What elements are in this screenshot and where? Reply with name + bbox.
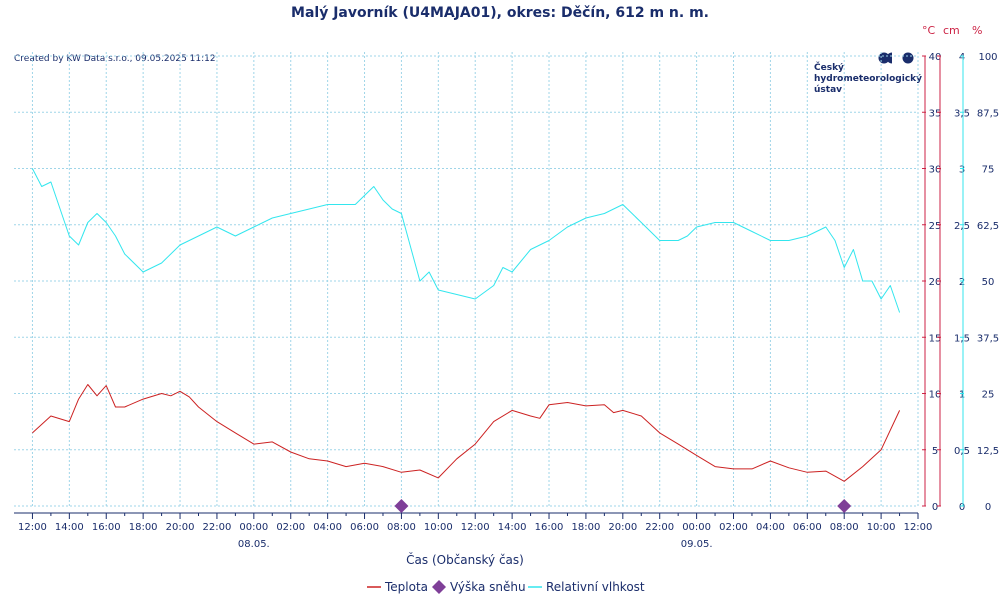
- temp-tick-label: 40: [929, 52, 942, 63]
- snow-tick-label: 0,5: [954, 446, 970, 457]
- x-tick-label: 10:00: [424, 522, 453, 533]
- x-tick-label: 22:00: [203, 522, 232, 533]
- x-tick-label: 04:00: [756, 522, 785, 533]
- x-tick-label: 20:00: [608, 522, 637, 533]
- x-tick-label: 12:00: [904, 522, 933, 533]
- temp-tick-label: 10: [929, 390, 942, 401]
- humidity-tick-label: 0: [985, 502, 991, 513]
- temp-tick-label: 30: [929, 165, 942, 176]
- x-tick-label: 08:00: [830, 522, 859, 533]
- x-tick-label: 02:00: [276, 522, 305, 533]
- temp-tick-label: 15: [929, 333, 942, 344]
- legend-label: Relativní vlhkost: [546, 580, 645, 594]
- x-date-label: 09.05.: [681, 539, 713, 550]
- x-tick-label: 06:00: [350, 522, 379, 533]
- x-tick-label: 08:00: [387, 522, 416, 533]
- logo-text-line-2: hydrometeorologický: [814, 74, 922, 84]
- x-tick-label: 12:00: [18, 522, 47, 533]
- humidity-tick-label: 12,5: [977, 446, 999, 457]
- unit-snow-label: cm: [943, 24, 960, 37]
- x-tick-label: 16:00: [535, 522, 564, 533]
- x-tick-label: 04:00: [313, 522, 342, 533]
- chart-title: Malý Javorník (U4MAJA01), okres: Děčín, …: [291, 5, 709, 21]
- snow-tick-label: 2: [959, 277, 965, 288]
- temp-tick-label: 5: [932, 446, 938, 457]
- x-tick-label: 00:00: [682, 522, 711, 533]
- x-tick-label: 16:00: [92, 522, 121, 533]
- temp-tick-label: 20: [929, 277, 942, 288]
- legend-swatch: [432, 580, 446, 594]
- humidity-tick-label: 37,5: [977, 333, 999, 344]
- x-tick-label: 18:00: [129, 522, 158, 533]
- series-layer: [31, 168, 901, 513]
- humidity-tick-label: 25: [982, 390, 995, 401]
- logo-text-line-3: ústav: [814, 85, 842, 95]
- humidity-tick-label: 62,5: [977, 221, 999, 232]
- snow-tick-label: 2,5: [954, 221, 970, 232]
- humidity-tick-label: 50: [982, 277, 995, 288]
- snow-marker: [837, 499, 852, 513]
- unit-temp-label: °C: [922, 24, 936, 37]
- x-tick-label: 12:00: [461, 522, 490, 533]
- legend: Teplota Výška sněhu Relativní vlhkost: [367, 580, 645, 594]
- x-date-label: 08.05.: [238, 539, 270, 550]
- logo-half-dot: [886, 52, 892, 64]
- humidity-tick-label: 87,5: [977, 108, 999, 119]
- snow-tick-label: 3,5: [954, 108, 970, 119]
- axes-layer: 12:00 14:00 16:00 18:00 20:00 22:00 00:00 02:00…: [14, 52, 999, 550]
- x-axis-label: Čas (Občanský čas): [406, 552, 524, 567]
- humidity-tick-label: 100: [978, 52, 997, 63]
- x-tick-label: 22:00: [645, 522, 674, 533]
- snow-tick-label: 1: [959, 390, 965, 401]
- logo-dot-2: [902, 52, 914, 64]
- series-line-temp: [32, 384, 901, 482]
- snow-tick-label: 1,5: [954, 333, 970, 344]
- grid-layer: [14, 52, 919, 507]
- x-tick-label: 14:00: [55, 522, 84, 533]
- snow-tick-label: 4: [959, 52, 965, 63]
- legend-label: Teplota: [384, 580, 428, 594]
- x-tick-label: 06:00: [793, 522, 822, 533]
- series-line-humidity: [31, 168, 901, 313]
- snow-tick-label: 3: [959, 165, 965, 176]
- temp-tick-label: 25: [929, 221, 942, 232]
- x-tick-label: 14:00: [498, 522, 527, 533]
- humidity-tick-label: 75: [982, 165, 995, 176]
- legend-label: Výška sněhu: [450, 580, 526, 594]
- temp-tick-label: 35: [929, 108, 942, 119]
- x-tick-label: 20:00: [166, 522, 195, 533]
- unit-humidity-label: %: [972, 24, 982, 37]
- temp-tick-label: 0: [932, 502, 938, 513]
- snow-tick-label: 0: [959, 502, 965, 513]
- chart-credit: Created by KW Data s.r.o., 09.05.2025 11…: [14, 54, 216, 64]
- logo-text-line-1: Český: [814, 61, 844, 73]
- snow-marker: [394, 499, 409, 513]
- x-tick-label: 02:00: [719, 522, 748, 533]
- chmu-logo: Český hydrometeorologický ústav: [814, 52, 922, 95]
- x-tick-label: 00:00: [239, 522, 268, 533]
- x-tick-label: 10:00: [867, 522, 896, 533]
- x-tick-label: 18:00: [572, 522, 601, 533]
